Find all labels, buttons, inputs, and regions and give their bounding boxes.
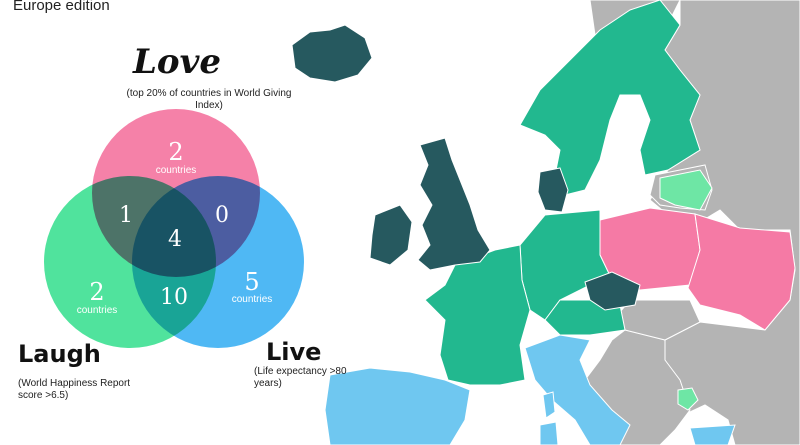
venn-live-only-unit: countries [232,294,273,305]
venn-love-live-count: 0 [215,203,229,228]
map-love-ukraine [687,213,796,331]
map-all-denmark [537,167,569,213]
map-live-corsica [542,391,556,419]
map-live-sardinia [539,421,559,445]
live-title: Live [266,338,322,366]
map-live-iberia [324,367,471,445]
laugh-note: (World Happiness Report score >6.5) [18,378,131,401]
map-laugh-kosovo [677,387,699,411]
venn-laugh-live-count: 10 [160,285,188,310]
map-laughlive-france [424,244,531,386]
venn-love-only-count: 2 [168,138,183,166]
map-all-iceland [291,24,373,83]
map-laugh-lithuania [659,169,713,211]
venn-love-only-unit: countries [156,165,197,176]
map-live-greece [689,424,736,445]
love-title: Love [133,42,221,82]
laugh-title: Laugh [18,340,101,368]
map-laughlive-scandinavia [519,0,701,196]
venn-laugh-only-unit: countries [77,305,118,316]
venn-all-three-count: 4 [168,227,182,252]
map-all-ireland [369,204,413,266]
venn-circle-live [132,176,304,348]
subtitle: Europe edition [13,0,110,14]
map-all-britain [417,137,491,271]
map-all-czechia [584,271,641,311]
live-note: (Life expectancy >80 years) [254,366,347,389]
venn-laugh-only-count: 2 [89,278,104,306]
venn-love-laugh-count: 1 [119,203,133,228]
venn-live-only-count: 5 [244,268,259,296]
love-note: (top 20% of countries in World Giving In… [126,88,292,111]
